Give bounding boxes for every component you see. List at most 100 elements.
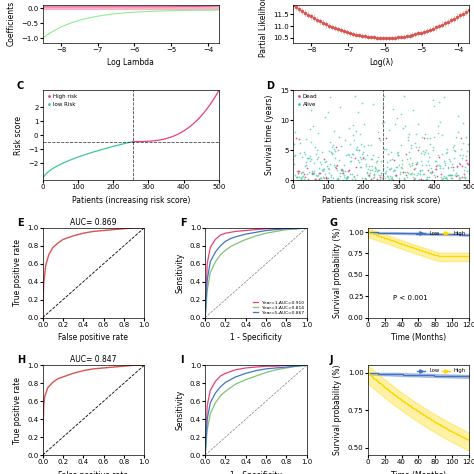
Point <box>433 172 441 180</box>
Point <box>333 164 340 172</box>
Point <box>330 145 337 153</box>
Point <box>375 135 383 142</box>
Point <box>295 135 303 142</box>
Point <box>401 176 409 183</box>
Point <box>316 169 324 177</box>
Point <box>308 155 315 163</box>
Point <box>357 155 365 163</box>
Point <box>314 129 321 137</box>
Point <box>312 176 319 183</box>
Point <box>456 173 463 181</box>
Y-axis label: Sensitivity: Sensitivity <box>175 253 184 293</box>
Point <box>413 171 420 179</box>
Legend: Dead, Alive: Dead, Alive <box>296 93 319 108</box>
Point <box>460 170 467 178</box>
Text: H: H <box>17 356 26 365</box>
Point <box>389 105 397 112</box>
Point <box>400 168 407 176</box>
Point <box>379 164 386 172</box>
Point <box>349 131 356 139</box>
Point <box>296 149 303 157</box>
Point <box>459 139 466 146</box>
Point <box>430 171 438 179</box>
Point <box>390 167 397 174</box>
Point <box>307 138 315 146</box>
Point <box>347 153 355 160</box>
Point <box>377 173 384 181</box>
Point <box>446 158 453 165</box>
Text: C: C <box>16 81 24 91</box>
Point <box>307 106 314 114</box>
Point <box>365 171 373 179</box>
Point <box>343 172 351 180</box>
Point <box>463 156 470 164</box>
Point <box>300 173 307 180</box>
Point <box>421 148 429 155</box>
Point <box>290 160 298 168</box>
Point <box>404 136 411 144</box>
Point <box>314 153 322 161</box>
Point <box>293 167 301 175</box>
Point <box>464 160 472 168</box>
Point <box>340 161 348 169</box>
Point <box>373 165 380 173</box>
Point <box>329 174 337 182</box>
Point <box>315 169 323 177</box>
Point <box>374 153 382 161</box>
Point <box>292 173 300 181</box>
Point <box>452 169 460 176</box>
Point <box>436 162 444 170</box>
Y-axis label: Survival probability (%): Survival probability (%) <box>333 228 342 318</box>
Point <box>332 162 339 170</box>
Point <box>393 163 401 170</box>
Point <box>459 151 467 158</box>
Year=3,AUC=0.814 <box>204 288 210 293</box>
X-axis label: 1 - Specificity: 1 - Specificity <box>230 471 282 474</box>
Title: AUC= 0.847: AUC= 0.847 <box>70 356 117 365</box>
Point <box>307 157 314 164</box>
Point <box>301 173 309 181</box>
Point <box>368 155 375 163</box>
Point <box>402 150 410 158</box>
Point <box>409 160 416 167</box>
Point <box>326 165 333 173</box>
Point <box>353 143 361 150</box>
Point <box>330 127 337 135</box>
Point <box>411 164 419 172</box>
Point <box>372 158 380 165</box>
Title: AUC= 0.869: AUC= 0.869 <box>70 218 117 227</box>
Point <box>321 158 328 165</box>
Point <box>368 166 376 173</box>
Point <box>425 153 432 161</box>
X-axis label: 1 - Specificity: 1 - Specificity <box>230 333 282 342</box>
Point <box>453 162 461 169</box>
Point <box>418 166 426 173</box>
Point <box>387 164 394 172</box>
Point <box>322 173 330 180</box>
X-axis label: Time (Months): Time (Months) <box>391 333 446 342</box>
Year=1,AUC=0.910 <box>223 230 228 236</box>
Point <box>381 118 388 126</box>
Point <box>345 173 352 181</box>
Point <box>370 173 377 181</box>
Point <box>350 173 358 180</box>
Point <box>352 145 359 153</box>
Point <box>381 170 389 177</box>
Point <box>345 151 353 158</box>
Point <box>371 164 379 172</box>
Point <box>291 153 298 160</box>
Point <box>336 103 344 111</box>
Point <box>464 159 471 166</box>
Point <box>360 142 368 149</box>
Point <box>449 163 456 171</box>
Point <box>319 165 327 173</box>
Year=1,AUC=0.910 <box>202 315 208 320</box>
Point <box>359 153 366 161</box>
Point <box>385 165 392 173</box>
Point <box>305 176 312 183</box>
Point <box>386 172 393 180</box>
Point <box>375 166 383 173</box>
Y-axis label: Survival time (years): Survival time (years) <box>265 95 274 175</box>
Point <box>341 171 348 178</box>
Point <box>463 167 471 175</box>
